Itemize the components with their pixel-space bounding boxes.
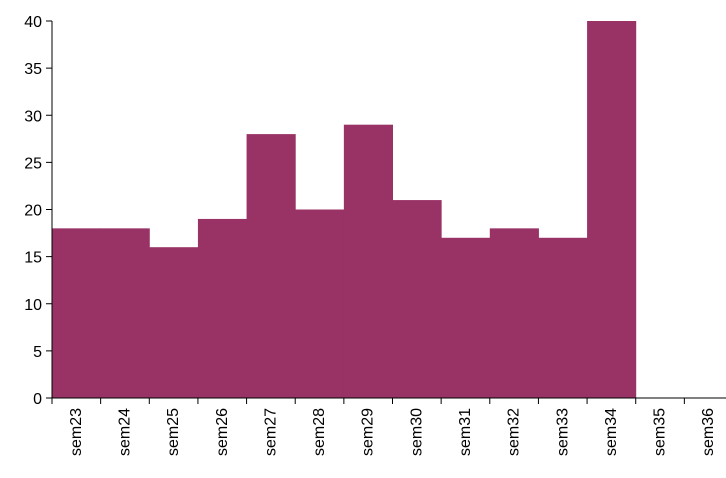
x-tick-label-sem26: sem26 [214,408,231,456]
y-tick-label-30: 30 [24,108,42,125]
x-tick-label-sem24: sem24 [116,408,133,456]
x-tick-label-sem35: sem35 [652,408,669,456]
bar-sem24 [100,228,150,398]
x-tick-label-sem25: sem25 [165,408,182,456]
x-tick-label-sem32: sem32 [506,408,523,456]
bar-sem28 [295,209,345,398]
x-tick-label-sem31: sem31 [457,408,474,456]
x-tick-label-sem27: sem27 [262,408,279,456]
y-tick-label-5: 5 [33,344,42,361]
x-tick-label-sem36: sem36 [700,408,717,456]
x-tick-label-sem23: sem23 [68,408,85,456]
bars-group [52,21,637,399]
y-tick-label-25: 25 [24,155,42,172]
y-tick-label-10: 10 [24,297,42,314]
y-tick-label-0: 0 [33,391,42,408]
bar-sem25 [149,247,199,398]
bar-sem26 [197,218,248,398]
x-tick-label-sem33: sem33 [554,408,571,456]
bar-sem33 [538,237,588,398]
x-ticks-group: sem23 sem24 sem25 sem26 sem27 sem28 sem29 sem30… [51,398,717,456]
bar-sem29 [343,124,393,399]
bar-sem23 [52,228,102,398]
y-ticks-group: 0 5 10 15 20 25 30 35 40 [24,14,52,408]
bar-sem30 [392,200,442,398]
y-tick-label-15: 15 [24,250,42,267]
y-tick-label-20: 20 [24,203,42,220]
x-tick-label-sem30: sem30 [408,408,425,456]
x-tick-label-sem28: sem28 [311,408,328,456]
bar-sem27 [246,134,296,398]
x-tick-label-sem29: sem29 [360,408,377,456]
y-tick-label-35: 35 [24,61,42,78]
bar-sem32 [489,228,539,398]
bar-sem34 [587,21,637,398]
y-tick-label-40: 40 [24,14,42,31]
x-tick-label-sem34: sem34 [603,408,620,456]
bar-sem31 [441,237,491,398]
